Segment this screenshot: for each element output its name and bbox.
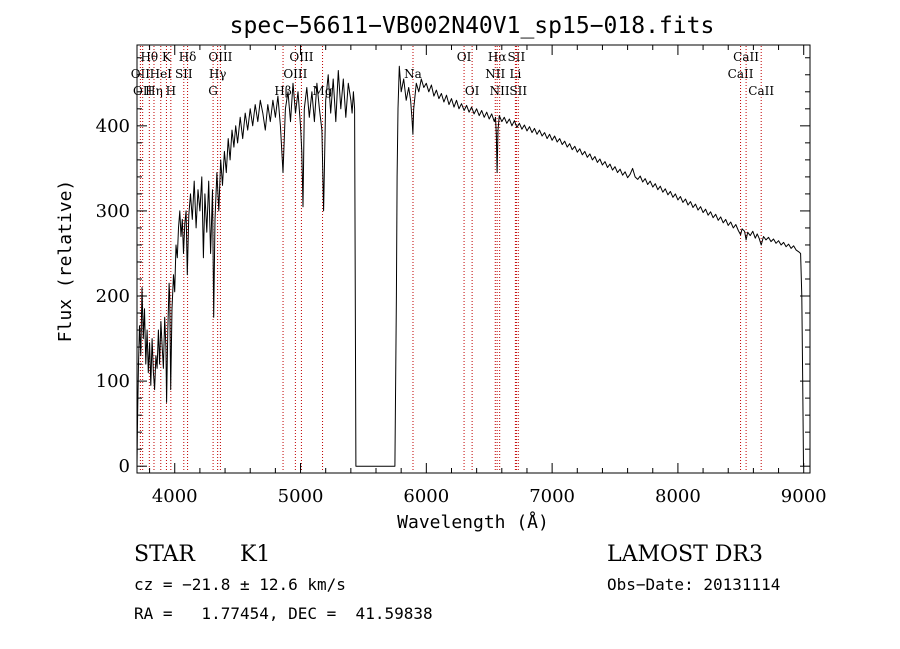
spectral-line-label: Hα (488, 50, 507, 64)
x-tick-label: 8000 (655, 486, 701, 507)
y-tick-label: 300 (96, 201, 130, 222)
ra-dec: RA = 1.77454, DEC = 41.59838 (134, 604, 433, 623)
spectral-line-label: Hη (145, 84, 163, 98)
y-axis: 0 100 200 300 400 (96, 57, 810, 477)
spectral-line-label: Hθ (140, 50, 158, 64)
spectral-line-label: OI (465, 84, 480, 98)
spectral-line-label: SII (175, 67, 193, 81)
series-flux (136, 65, 804, 467)
spectral-line-label: Hδ (179, 50, 197, 64)
object-class: STAR (134, 542, 196, 567)
spectral-line-label: OIII (208, 50, 232, 64)
x-tick-label: 5000 (278, 486, 324, 507)
spectral-line-label: H (166, 84, 176, 98)
spectral-line-label: CaII (733, 50, 759, 64)
spectral-line-label: OIII (289, 50, 313, 64)
obs-date: Obs−Date: 20131114 (607, 575, 780, 594)
spectral-line-label: SII (508, 50, 526, 64)
spectral-line-label: OIII (283, 67, 307, 81)
survey-name: LAMOST DR3 (607, 542, 763, 567)
x-tick-label: 7000 (529, 486, 575, 507)
spectral-line-label: Hβ (274, 84, 291, 98)
spectral-line-label: OI (457, 50, 472, 64)
y-axis-label: Flux (relative) (55, 180, 76, 343)
spectral-line-label: CaII (728, 67, 754, 81)
redshift-cz: cz = −21.8 ± 12.6 km/s (134, 575, 346, 594)
spectral-line-label: G (208, 84, 218, 98)
y-tick-label: 0 (119, 456, 130, 477)
y-tick-label: 200 (96, 286, 130, 307)
spectral-line-label: HeI (150, 67, 173, 81)
spectral-line-label: CaII (748, 84, 774, 98)
chart-title: spec−56611−VB002N40V1_sp15−018.fits (230, 13, 715, 39)
plot-frame (136, 44, 811, 474)
spectral-line-label: Li (509, 67, 521, 81)
y-tick-label: 400 (96, 116, 130, 137)
spectral-line-label: NII (485, 67, 505, 81)
y-tick-label: 100 (96, 371, 130, 392)
spectral-line-label: SII (509, 84, 527, 98)
spectral-line-label: OII (133, 84, 153, 98)
x-tick-label: 6000 (403, 486, 449, 507)
x-axis: 4000 5000 6000 7000 8000 9000 (149, 45, 827, 507)
spectral-line-label: NII (490, 84, 510, 98)
spectral-line-label: Hγ (209, 67, 227, 81)
x-tick-label: 9000 (781, 486, 827, 507)
spectral-lines-layer: OIIOIIHθHηHeIKSIIHHδGHγOIIIHβOIIIOIIIMgN… (131, 46, 774, 472)
spectral-line-label: K (162, 50, 172, 64)
x-tick-label: 4000 (152, 486, 198, 507)
object-subclass: K1 (240, 542, 270, 567)
x-axis-label: Wavelength (Å) (397, 511, 549, 533)
spectral-line-label: OII (131, 67, 151, 81)
spectral-line-label: Na (404, 67, 422, 81)
series-layer (136, 65, 804, 467)
